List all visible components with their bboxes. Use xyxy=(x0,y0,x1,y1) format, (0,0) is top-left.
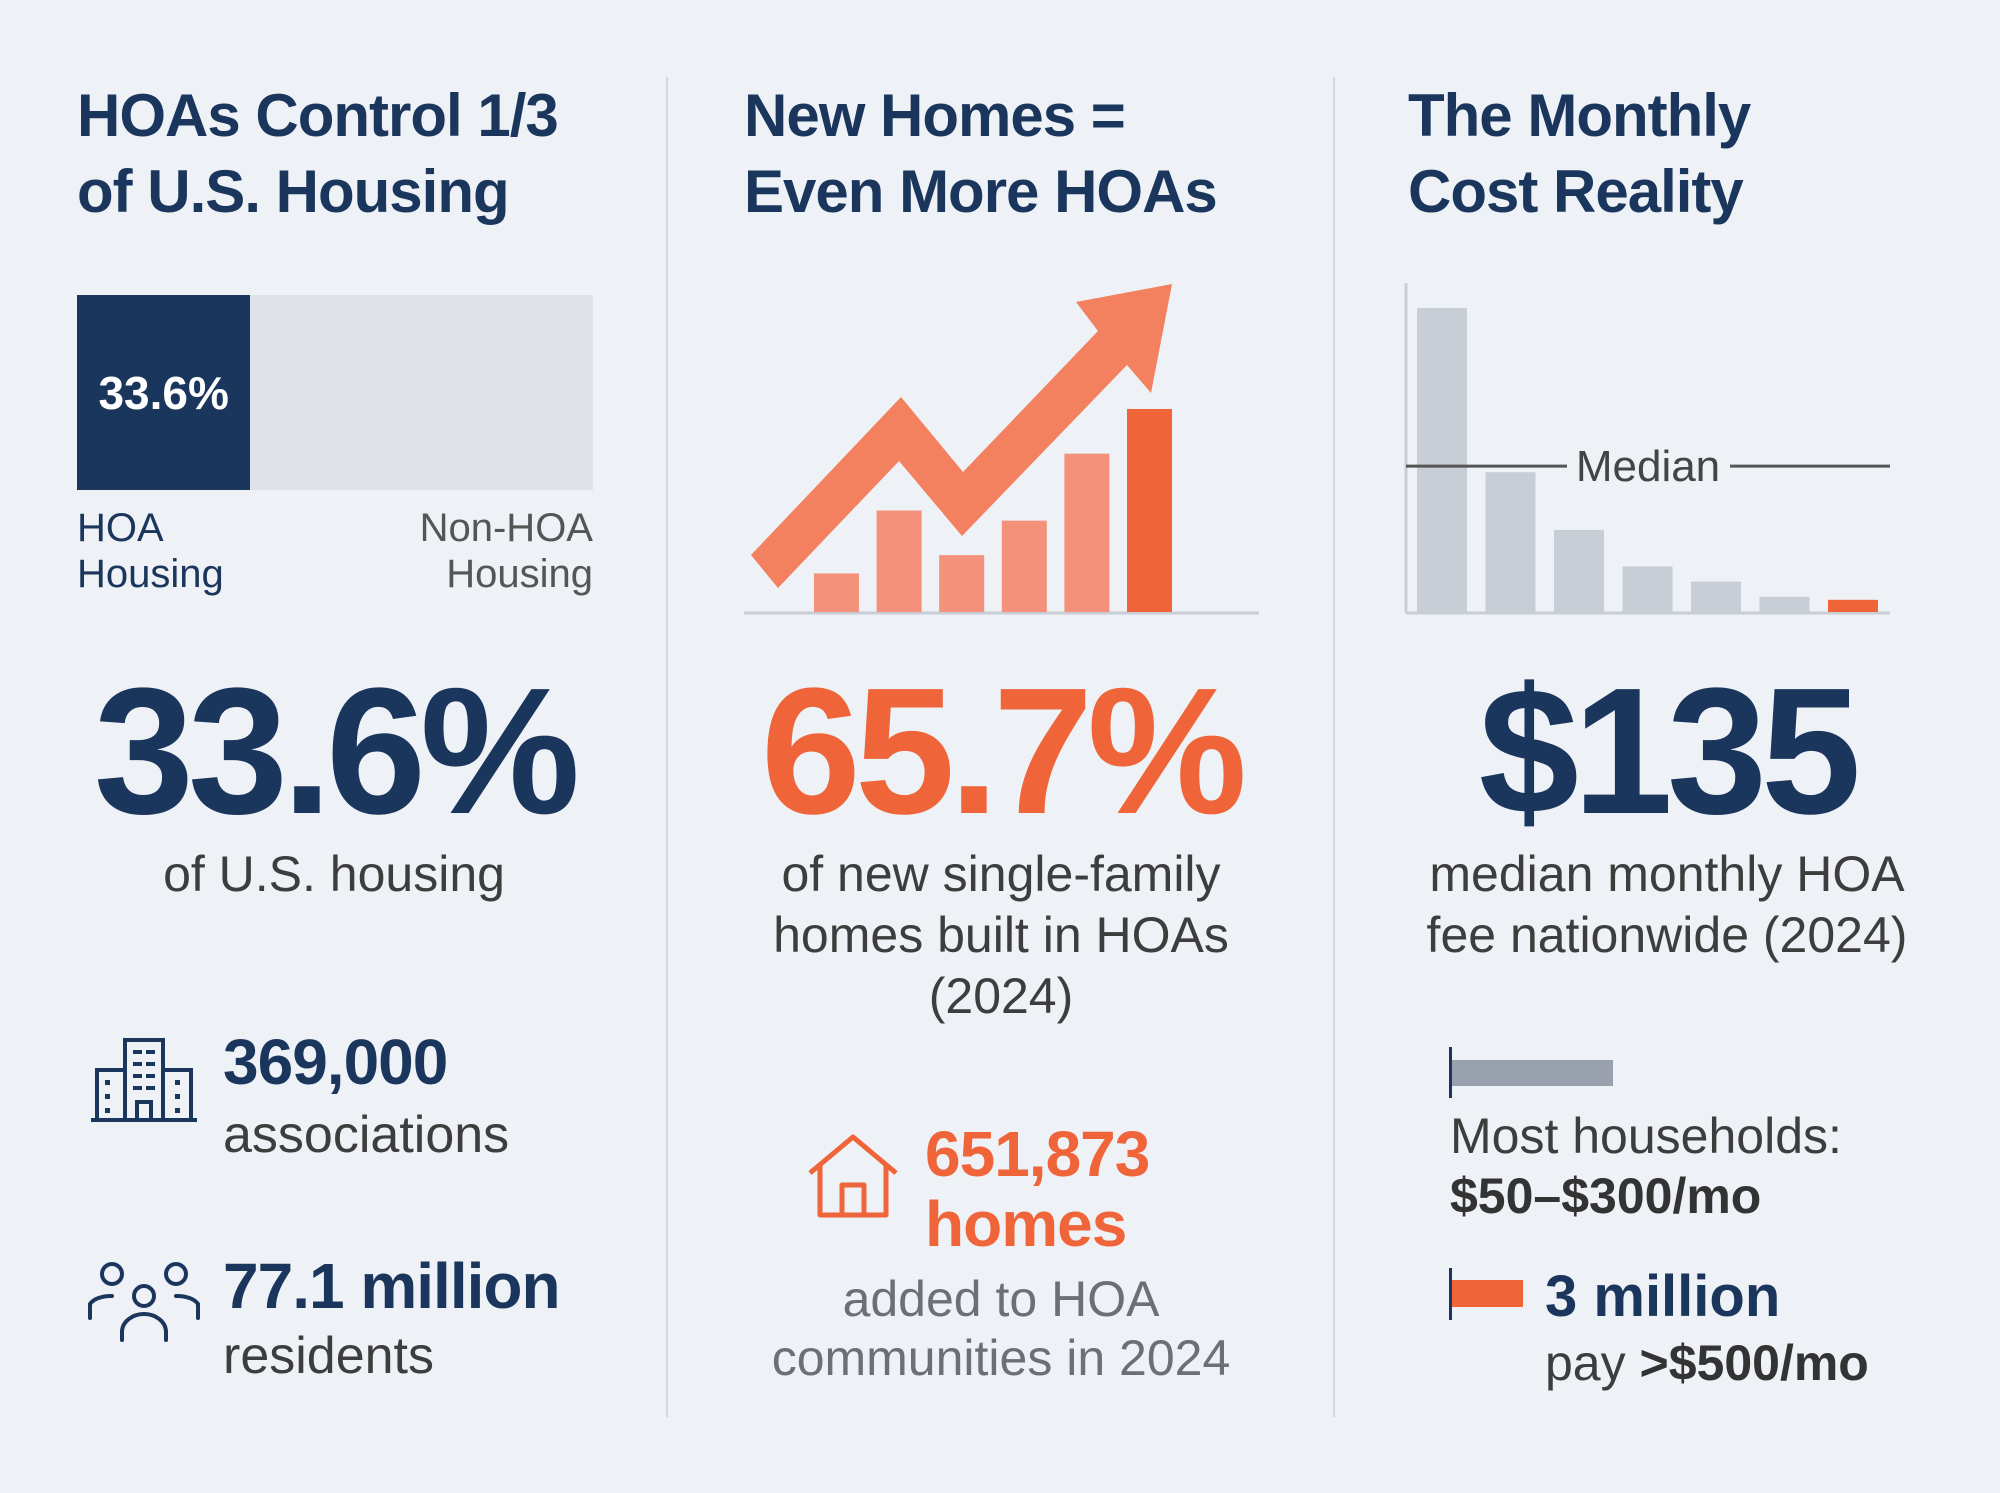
chart-bar xyxy=(876,510,922,612)
homes-value: 651,873 xyxy=(925,1118,1150,1190)
median-fee-big: $135 xyxy=(1478,651,1861,852)
caption-line: (2024) xyxy=(928,968,1074,1024)
legend-text: Housing xyxy=(446,552,593,596)
legend-text: Non-HOA xyxy=(419,506,593,550)
legend-non-hoa: Non-HOA Housing xyxy=(420,505,593,597)
hoa-share-bar: 33.6% xyxy=(77,295,593,490)
trend-arrow-icon xyxy=(751,284,1172,588)
median-label: Median xyxy=(1576,442,1720,491)
hoa-share-big: 33.6% xyxy=(93,651,580,852)
title-line: of U.S. Housing xyxy=(77,158,510,225)
residents-label: residents xyxy=(223,1327,434,1385)
associations-value: 369,000 xyxy=(223,1026,448,1098)
chart-bar xyxy=(1691,581,1741,612)
chart-bar xyxy=(1127,409,1172,612)
chart-bar xyxy=(1759,596,1810,612)
legend-hoa: HOA Housing xyxy=(77,505,224,597)
title-line: New Homes = xyxy=(744,82,1126,149)
homes-caption: added to HOA communities in 2024 xyxy=(668,1270,1334,1388)
legend-text: Housing xyxy=(77,552,224,596)
legend-tick xyxy=(1449,1047,1452,1098)
hoa-share-caption: of U.S. housing xyxy=(163,846,505,902)
title-line: Cost Reality xyxy=(1408,158,1744,225)
new-homes-chart xyxy=(744,284,1259,615)
legend-pay-over: pay >$500/mo xyxy=(1545,1332,1869,1394)
legend-gray-swatch xyxy=(1452,1060,1613,1086)
legend-most-range: $50–$300/mo xyxy=(1450,1168,1762,1224)
chart-bar xyxy=(1485,472,1536,612)
hoa-share-label: 33.6% xyxy=(98,366,229,419)
col2-title: New Homes = Even More HOAs xyxy=(744,78,1218,230)
chart-bar xyxy=(939,555,985,612)
chart-bar xyxy=(1064,453,1110,612)
col1-title: HOAs Control 1/3 of U.S. Housing xyxy=(77,78,559,230)
people-icon xyxy=(88,1262,200,1342)
hoa-share-fill: 33.6% xyxy=(77,295,251,490)
legend-tick xyxy=(1449,1268,1452,1320)
chart-bar xyxy=(1828,599,1878,612)
col3-title: The Monthly Cost Reality xyxy=(1408,78,1751,230)
title-line: HOAs Control 1/3 xyxy=(77,82,559,149)
chart-bar xyxy=(1417,308,1467,612)
chart-bar xyxy=(1554,529,1604,612)
new-homes-big: 65.7% xyxy=(760,651,1247,852)
caption-line: communities in 2024 xyxy=(771,1330,1231,1386)
legend-most-households: Most households: xyxy=(1450,1108,1842,1164)
legend-amount: >$500/mo xyxy=(1639,1335,1869,1391)
chart-bar xyxy=(1001,520,1047,612)
residents-value: 77.1 million xyxy=(223,1250,561,1322)
new-homes-caption: of new single-family homes built in HOAs… xyxy=(668,844,1334,1027)
caption-line: homes built in HOAs xyxy=(773,907,1229,963)
chart-bar xyxy=(1622,566,1673,612)
title-line: Even More HOAs xyxy=(744,158,1218,225)
legend-three-million: 3 million xyxy=(1545,1264,1781,1329)
legend-orange-swatch xyxy=(1452,1280,1523,1307)
caption-line: median monthly HOA xyxy=(1429,846,1905,902)
chart-bar xyxy=(814,573,859,612)
title-line: The Monthly xyxy=(1408,82,1751,149)
legend-prefix: pay xyxy=(1545,1335,1626,1391)
associations-label: associations xyxy=(223,1106,510,1164)
caption-line: added to HOA xyxy=(842,1271,1160,1327)
caption-line: of new single-family xyxy=(781,846,1221,902)
median-fee-caption: median monthly HOA fee nationwide (2024) xyxy=(1334,844,2000,966)
legend-text: HOA xyxy=(77,506,164,550)
homes-unit: homes xyxy=(925,1188,1127,1260)
caption-line: fee nationwide (2024) xyxy=(1426,907,1908,963)
house-icon xyxy=(808,1134,898,1218)
fee-distribution-chart: Median xyxy=(1404,283,1890,615)
column-divider xyxy=(1333,77,1335,1417)
building-icon xyxy=(91,1038,197,1122)
column-divider xyxy=(666,77,668,1417)
